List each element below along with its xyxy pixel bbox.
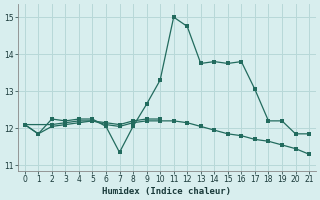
X-axis label: Humidex (Indice chaleur): Humidex (Indice chaleur)	[102, 187, 231, 196]
